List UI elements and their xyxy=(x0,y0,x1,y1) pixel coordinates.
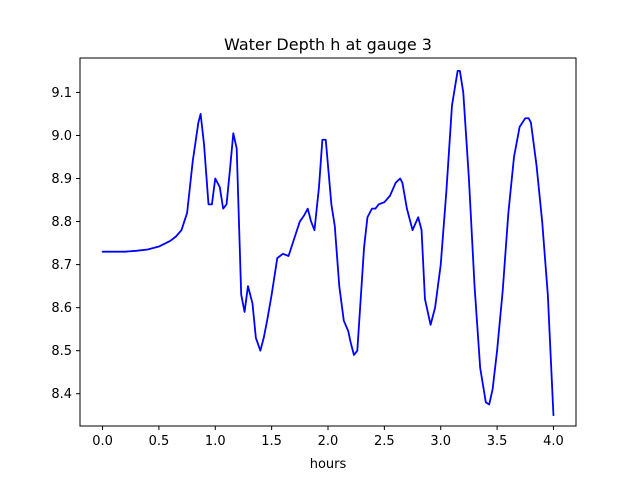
x-tick-label: 0.0 xyxy=(92,434,113,449)
y-tick-label: 8.8 xyxy=(51,215,72,230)
x-tick-label: 2.5 xyxy=(374,434,395,449)
y-tick-label: 8.5 xyxy=(51,344,72,359)
y-tick-label: 8.9 xyxy=(51,172,72,187)
y-tick-label: 9.0 xyxy=(51,129,72,144)
x-tick-label: 1.0 xyxy=(205,434,226,449)
y-tick-label: 8.4 xyxy=(51,387,72,402)
series-line-0 xyxy=(101,70,555,417)
x-tick-label: 3.5 xyxy=(487,434,508,449)
x-tick-label: 2.0 xyxy=(318,434,339,449)
x-tick-label: 1.5 xyxy=(261,434,282,449)
x-tick-label: 3.0 xyxy=(430,434,451,449)
x-tick-label: 4.0 xyxy=(543,434,564,449)
plot-area: 0.0 0.5 1.0 1.5 2.0 2.5 3.0 3.5 4.0 8.4 8.5 8.6 8.7 8… xyxy=(51,57,577,449)
y-tick-label: 8.6 xyxy=(51,301,72,316)
x-tick-label: 0.5 xyxy=(149,434,170,449)
x-axis-label: hours xyxy=(310,457,347,472)
chart-title: Water Depth h at gauge 3 xyxy=(224,35,432,54)
y-tick-label: 9.1 xyxy=(51,86,72,101)
axes-frame xyxy=(79,57,577,427)
y-tick-label: 8.7 xyxy=(51,258,72,273)
